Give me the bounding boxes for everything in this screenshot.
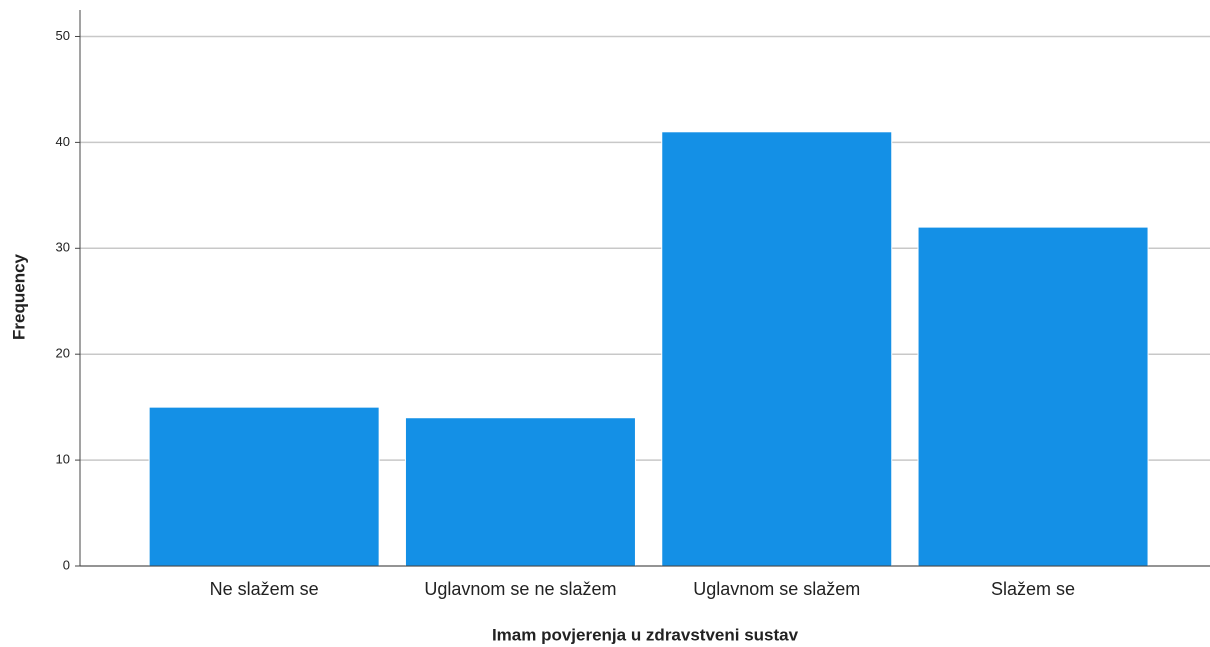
x-axis-label: Imam povjerenja u zdravstveni sustav — [492, 625, 799, 644]
y-tick-label: 30 — [56, 240, 70, 255]
bar — [661, 131, 893, 567]
y-tick-label: 10 — [56, 452, 70, 467]
x-tick-label: Slažem se — [991, 579, 1075, 599]
y-tick-label: 20 — [56, 346, 70, 361]
x-tick-label: Uglavnom se slažem — [693, 579, 860, 599]
y-tick-label: 40 — [56, 134, 70, 149]
y-tick-label: 50 — [56, 28, 70, 43]
bar — [917, 226, 1149, 567]
bar — [148, 406, 380, 567]
y-axis-label: Frequency — [9, 253, 28, 340]
bar — [404, 417, 636, 567]
y-tick-label: 0 — [63, 557, 70, 572]
x-tick-label: Uglavnom se ne slažem — [424, 579, 616, 599]
x-tick-label: Ne slažem se — [210, 579, 319, 599]
